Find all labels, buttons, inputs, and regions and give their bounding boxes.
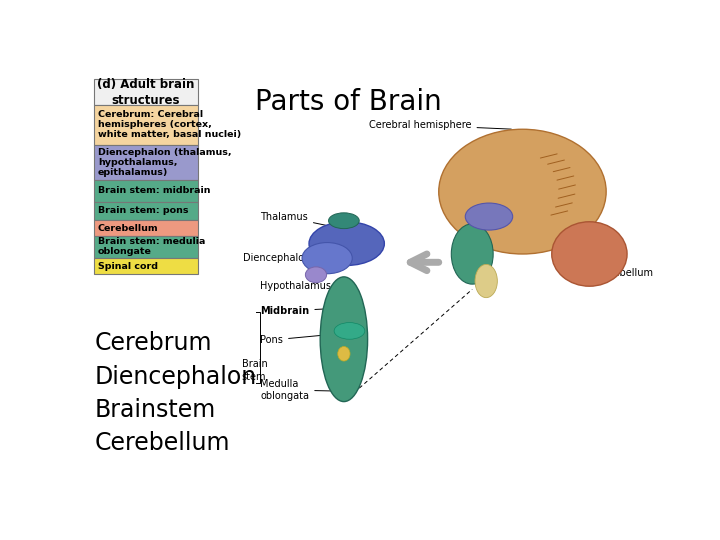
Ellipse shape (328, 213, 359, 228)
FancyBboxPatch shape (94, 180, 198, 201)
Ellipse shape (309, 222, 384, 266)
Ellipse shape (320, 277, 368, 402)
Text: Cerebellum: Cerebellum (98, 224, 158, 233)
FancyBboxPatch shape (94, 220, 198, 236)
Text: Thalamus: Thalamus (260, 212, 341, 228)
Text: Cerebellum: Cerebellum (94, 431, 230, 455)
Text: Brainstem: Brainstem (94, 398, 216, 422)
Ellipse shape (475, 265, 498, 298)
Text: Parts of Brain: Parts of Brain (255, 87, 441, 116)
Text: Brain stem: pons: Brain stem: pons (98, 206, 189, 215)
Text: Brain stem: midbrain: Brain stem: midbrain (98, 186, 210, 195)
Ellipse shape (338, 347, 350, 361)
Text: Spinal cord: Spinal cord (98, 261, 158, 271)
Text: Diencephalon: Diencephalon (94, 364, 257, 389)
Text: Cerebrum: Cerebrum (94, 332, 212, 355)
FancyBboxPatch shape (94, 105, 198, 145)
FancyBboxPatch shape (94, 236, 198, 258)
Text: Cerebellum: Cerebellum (592, 255, 654, 278)
Text: Hypothalamus: Hypothalamus (260, 275, 331, 291)
Ellipse shape (465, 203, 513, 230)
Ellipse shape (302, 242, 352, 274)
Text: Diencephalon: Diencephalon (243, 253, 319, 263)
FancyBboxPatch shape (94, 145, 198, 180)
Text: Medulla
oblongata: Medulla oblongata (260, 379, 341, 401)
FancyBboxPatch shape (94, 201, 198, 220)
Text: Cerebrum: Cerebral
hemispheres (cortex,
white matter, basal nuclei): Cerebrum: Cerebral hemispheres (cortex, … (98, 110, 241, 139)
FancyBboxPatch shape (94, 79, 198, 105)
Ellipse shape (451, 224, 493, 284)
Ellipse shape (334, 322, 365, 339)
Ellipse shape (552, 222, 627, 286)
Text: (d) Adult brain
structures: (d) Adult brain structures (97, 78, 195, 107)
Text: Brain
stem: Brain stem (242, 359, 268, 382)
Ellipse shape (438, 129, 606, 254)
FancyBboxPatch shape (94, 258, 198, 274)
Text: Diencephalon (thalamus,
hypothalamus,
epithalamus): Diencephalon (thalamus, hypothalamus, ep… (98, 148, 231, 177)
Text: Brain stem: medulia
oblongate: Brain stem: medulia oblongate (98, 238, 205, 256)
Text: Midbrain: Midbrain (260, 306, 341, 316)
Text: Pons: Pons (260, 333, 344, 345)
Ellipse shape (305, 267, 327, 282)
Text: Cerebral hemisphere: Cerebral hemisphere (369, 120, 511, 130)
